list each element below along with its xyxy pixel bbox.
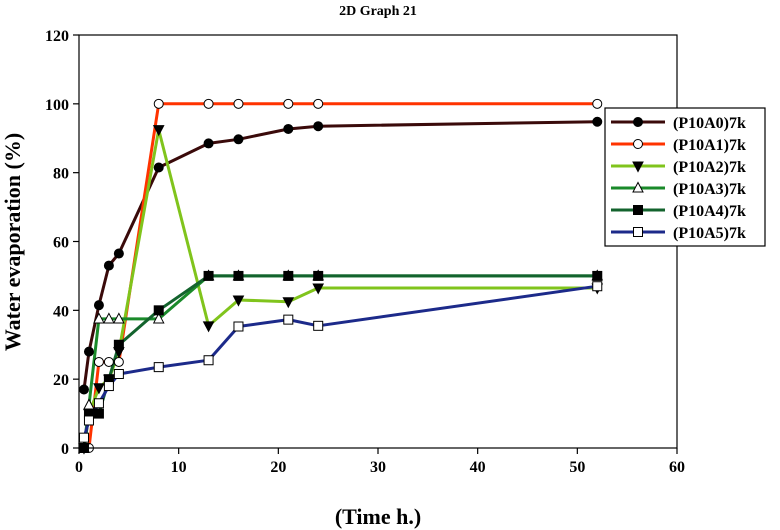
data-point — [313, 270, 324, 281]
x-tick-label: 40 — [470, 459, 486, 476]
data-point — [103, 356, 114, 367]
data-point — [93, 398, 104, 409]
y-tick-label: 100 — [45, 97, 69, 114]
data-point — [283, 314, 294, 325]
data-point — [78, 384, 89, 395]
legend-marker — [633, 205, 643, 215]
data-point — [313, 121, 324, 132]
data-point — [93, 408, 104, 419]
data-point — [203, 138, 214, 149]
data-point — [113, 248, 124, 259]
data-point — [592, 98, 603, 109]
series-line — [82, 274, 598, 449]
x-tick-label: 20 — [270, 459, 286, 476]
data-point — [233, 134, 244, 145]
data-point — [282, 297, 295, 309]
legend-marker — [633, 139, 643, 149]
y-tick-label: 120 — [45, 28, 69, 45]
data-point — [103, 381, 114, 392]
data-point — [203, 98, 214, 109]
data-point — [103, 312, 115, 324]
plot-area-frame — [78, 34, 678, 449]
data-point — [313, 320, 324, 331]
y-tick-label: 80 — [53, 166, 69, 183]
legend: (P10A0)7k (P10A1)7k (P10A2)7k (P10A3)7k (P10… — [604, 107, 766, 247]
data-point — [233, 321, 244, 332]
data-point — [113, 339, 124, 350]
legend-label: (P10A3)7k — [673, 181, 746, 198]
data-point — [152, 125, 165, 137]
data-point — [592, 116, 603, 127]
data-point — [592, 270, 603, 281]
data-point — [283, 270, 294, 281]
legend-label: (P10A0)7k — [673, 115, 746, 132]
legend-label: (P10A4)7k — [673, 203, 746, 220]
data-point — [113, 356, 124, 367]
data-point — [232, 295, 245, 307]
data-point — [152, 312, 165, 324]
chart-title: 2D Graph 21 — [339, 4, 417, 19]
legend-marker — [633, 227, 643, 237]
y-tick-label: 60 — [53, 235, 69, 252]
data-point — [153, 98, 164, 109]
x-tick-label: 30 — [370, 459, 386, 476]
y-axis-label: Water evaporation (%) — [0, 133, 25, 351]
legend-box — [604, 107, 766, 247]
x-tick-label: 60 — [669, 459, 685, 476]
data-point — [202, 321, 215, 333]
legend-marker — [633, 117, 643, 127]
legend-marker — [632, 161, 644, 173]
series-line — [82, 120, 598, 390]
data-point — [83, 346, 94, 357]
data-point — [103, 260, 114, 271]
legend-label: (P10A1)7k — [673, 137, 746, 154]
series-line — [82, 128, 598, 449]
data-point — [283, 98, 294, 109]
y-tick-label: 40 — [53, 303, 69, 320]
legend-label: (P10A5)7k — [673, 225, 746, 242]
x-tick-label: 50 — [569, 459, 585, 476]
data-point — [93, 383, 105, 395]
data-point — [153, 162, 164, 173]
data-point — [113, 369, 124, 380]
data-point — [78, 432, 89, 443]
legend-label: (P10A2)7k — [673, 159, 746, 176]
data-point — [93, 312, 105, 324]
data-point — [283, 123, 294, 134]
data-point — [203, 270, 214, 281]
data-point — [153, 305, 164, 316]
data-point — [313, 98, 324, 109]
data-point — [93, 356, 104, 367]
data-point — [592, 281, 603, 292]
data-point — [93, 300, 104, 311]
data-point — [153, 362, 164, 373]
data-point — [83, 415, 94, 426]
data-point — [233, 98, 244, 109]
x-axis-label: (Time h.) — [335, 504, 421, 529]
series-line — [82, 274, 598, 449]
x-tick-label: 10 — [171, 459, 187, 476]
y-tick-label: 0 — [61, 441, 69, 458]
legend-marker — [632, 181, 644, 193]
x-tick-label: 0 — [75, 459, 83, 476]
data-point — [233, 270, 244, 281]
y-tick-label: 20 — [53, 372, 69, 389]
data-point — [312, 283, 325, 295]
data-point — [113, 312, 125, 324]
data-point — [203, 355, 214, 366]
